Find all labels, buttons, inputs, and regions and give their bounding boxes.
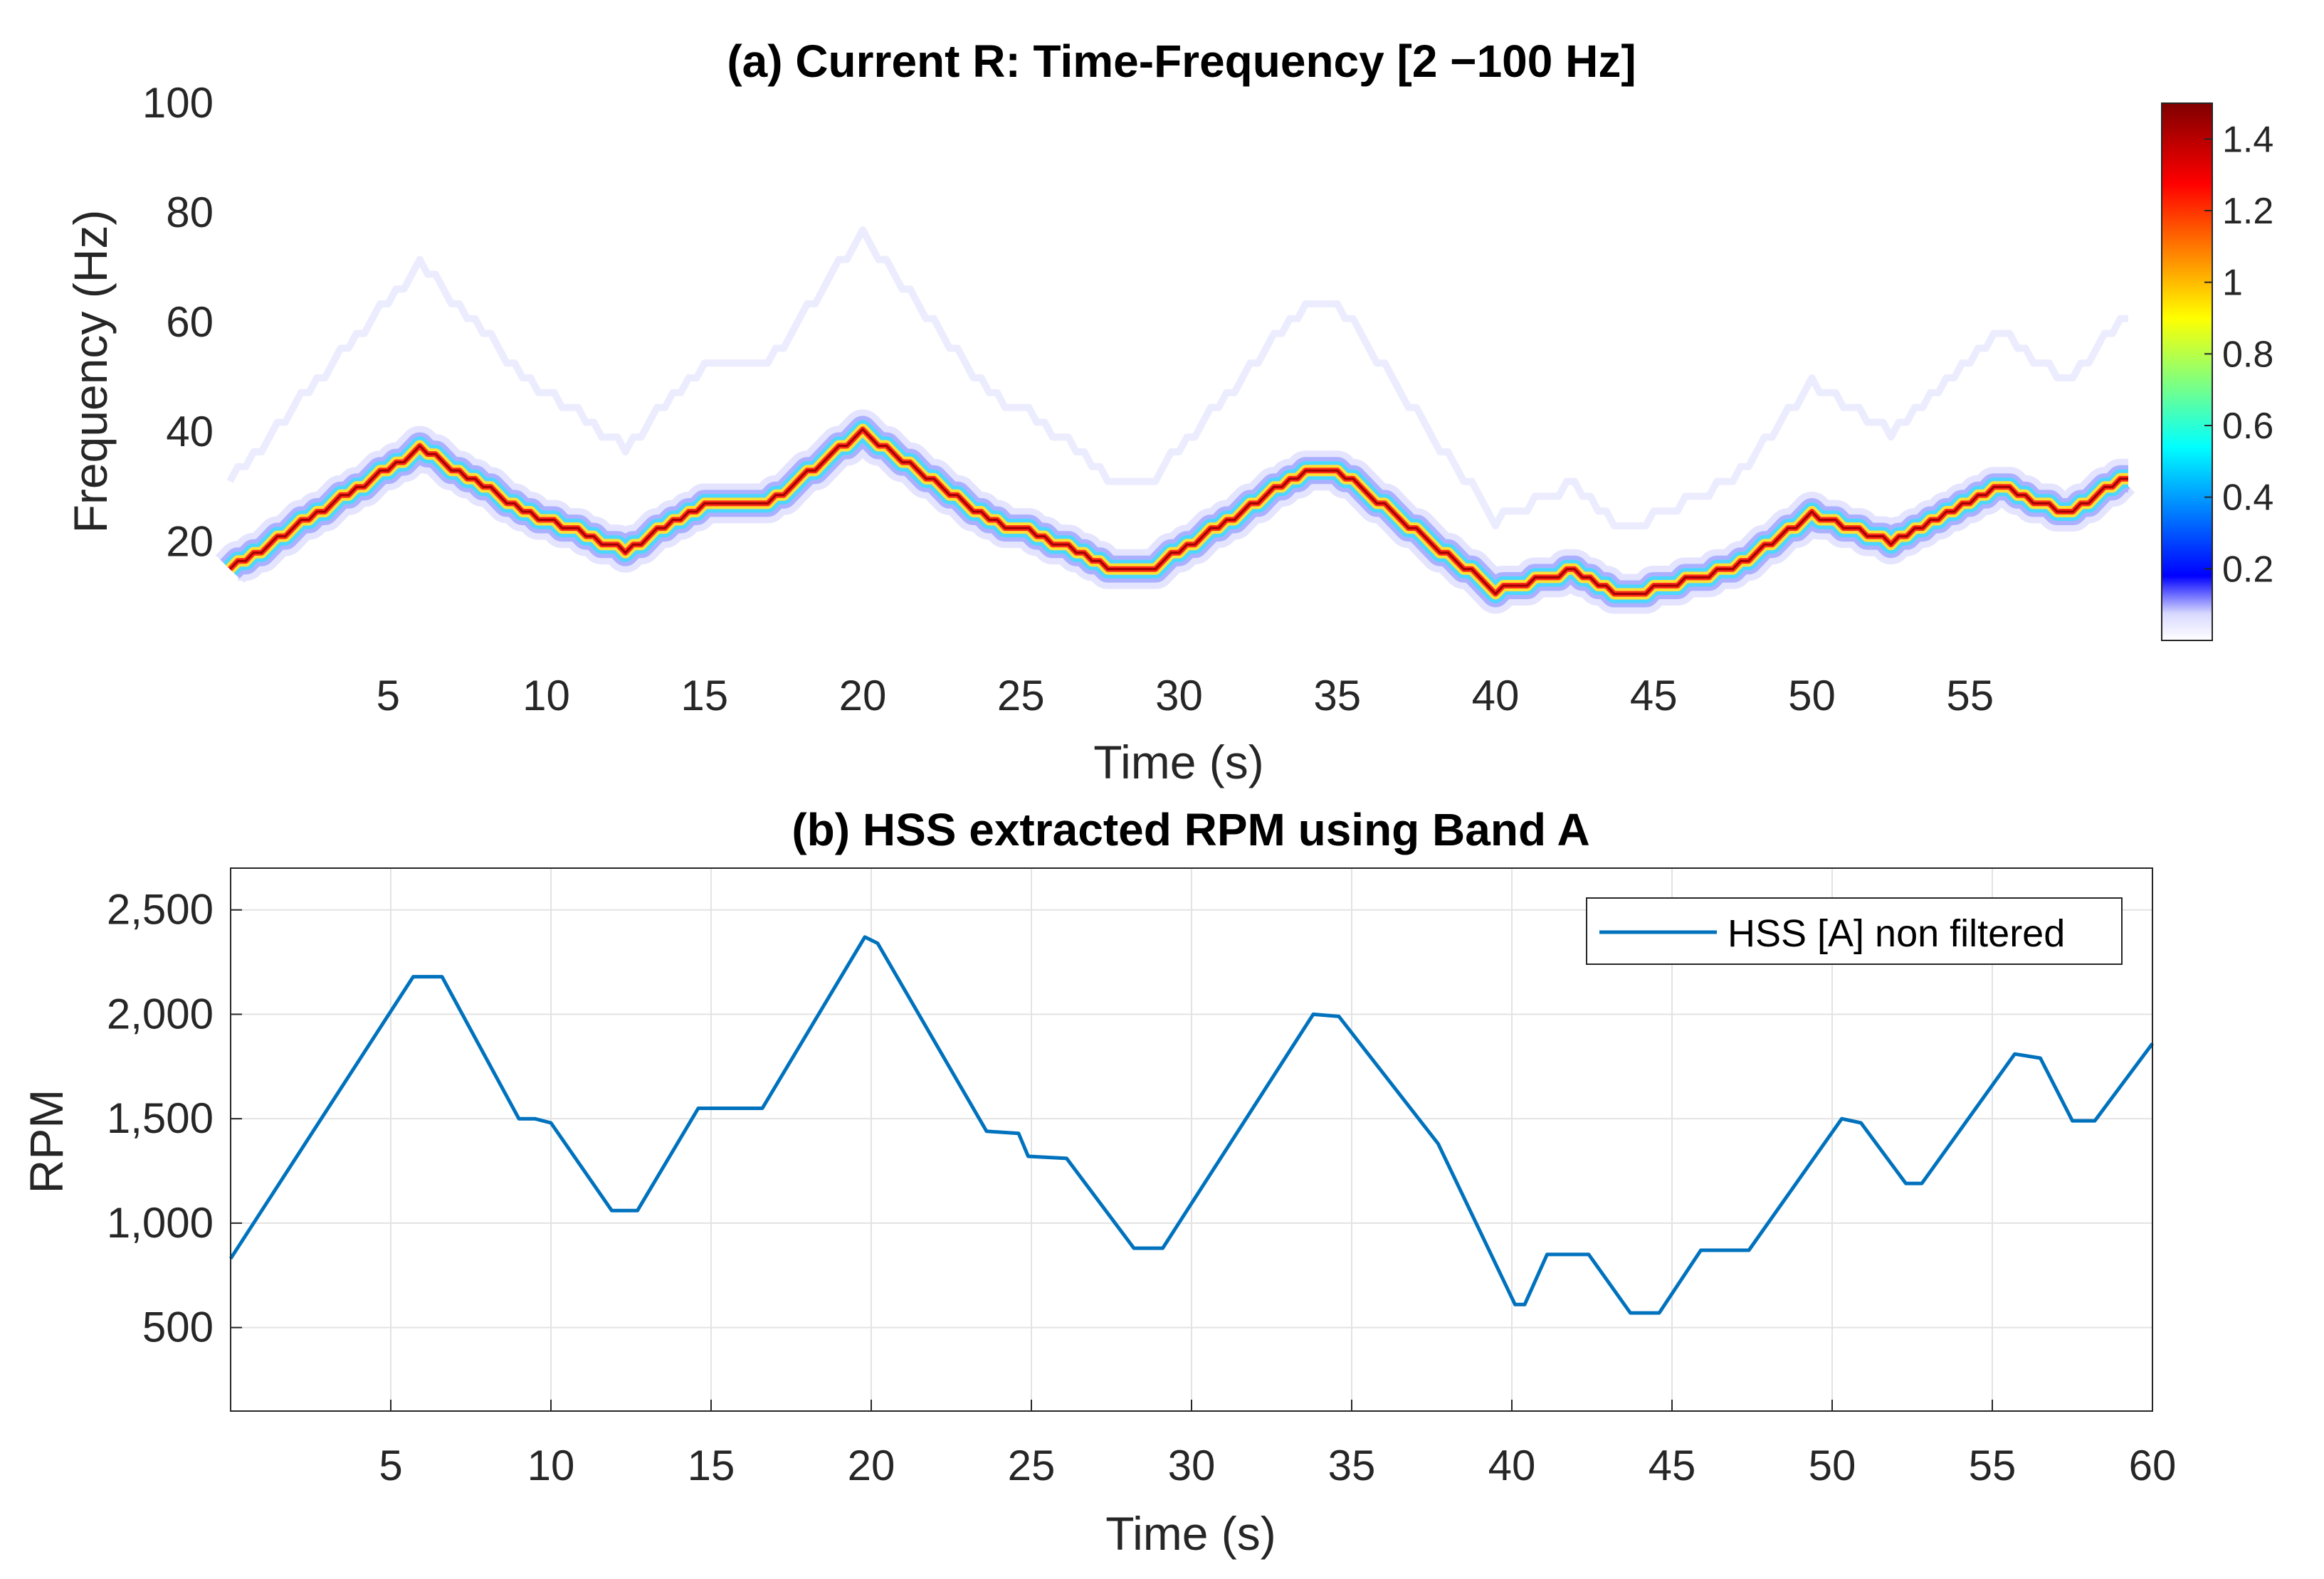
panel-a-y-tick-40: 40 [166,408,214,455]
panel-b-x-tick-5: 5 [379,1442,402,1489]
panel-a-x-tick-45: 45 [1630,672,1678,719]
panel-a-x-label: Time (s) [1093,736,1264,788]
colorbar-tick-0.4: 0.4 [2222,477,2273,519]
panel-b-x-tick-40: 40 [1488,1442,1536,1489]
panel-b-x-tick-30: 30 [1168,1442,1216,1489]
panel-a-x-tick-25: 25 [997,672,1045,719]
panel-b-x-label: Time (s) [1105,1507,1276,1560]
panel-b-y-tick-2500: 2,500 [107,886,214,934]
panel-b-x-tick-55: 55 [1969,1442,2017,1489]
series-line-hss-a [228,935,2155,1315]
panel-a-spectrogram: (a) Current R: Time-Frequency [2 −100 Hz… [64,36,2273,788]
panel-a-title: (a) Current R: Time-Frequency [2 −100 Hz… [727,36,1636,87]
panel-b-x-tick-50: 50 [1809,1442,1856,1489]
panel-a-x-tick-30: 30 [1155,672,1203,719]
panel-a-y-tick-labels: 20 40 60 80 100 [142,79,214,565]
panel-a-x-tick-35: 35 [1313,672,1361,719]
panel-a-x-tick-50: 50 [1788,672,1836,719]
colorbar-tick-0.8: 0.8 [2222,334,2273,375]
panel-a-x-tick-55: 55 [1946,672,1994,719]
panel-b-x-tick-15: 15 [688,1442,735,1489]
colorbar-tick-labels: 0.2 0.4 0.6 0.8 1 1.2 1.4 [2204,119,2273,590]
panel-b-y-tick-1500: 1,500 [107,1094,214,1142]
panel-a-y-tick-60: 60 [166,298,214,346]
panel-a-y-tick-80: 80 [166,189,214,236]
colorbar-gradient [2161,102,2213,641]
panel-b-rpm: (b) HSS extracted RPM using Band A 5 10 15… [20,804,2176,1560]
harmonic-ghost [226,226,2128,529]
colorbar-tick-0.6: 0.6 [2222,406,2273,447]
panel-b-y-tick-1000: 1,000 [107,1199,214,1247]
colorbar-tick-1.4: 1.4 [2222,119,2273,160]
panel-b-x-tick-60: 60 [2129,1442,2177,1489]
panel-b-axes-box [230,867,2153,1412]
colorbar-tick-1: 1 [2222,263,2243,304]
panel-b-x-tick-labels: 5 10 15 20 25 30 35 40 45 50 55 60 [379,1442,2176,1489]
panel-a-y-tick-20: 20 [166,517,214,565]
panel-b-y-label: RPM [20,1089,73,1194]
panel-a-x-tick-10: 10 [522,672,570,719]
panel-b-series [228,935,2155,1315]
colorbar: 0.2 0.4 0.6 0.8 1 1.2 1.4 [2161,102,2273,641]
panel-b-x-tick-45: 45 [1649,1442,1696,1489]
panel-b-x-tick-35: 35 [1328,1442,1376,1489]
legend-label: HSS [A] non filtered [1728,912,2065,955]
panel-b-y-tick-2000: 2,000 [107,990,214,1037]
legend: HSS [A] non filtered [1586,897,2123,965]
panel-a-x-tick-15: 15 [680,672,728,719]
panel-b-x-tick-25: 25 [1008,1442,1056,1489]
colorbar-tick-1.2: 1.2 [2222,191,2273,232]
panel-a-y-tick-100: 100 [142,79,214,127]
panel-b-y-tick-500: 500 [142,1304,214,1351]
panel-b-y-tick-labels: 500 1,000 1,500 2,000 2,500 [107,886,214,1351]
panel-a-x-tick-5: 5 [377,672,400,719]
panel-a-x-tick-20: 20 [839,672,887,719]
panel-a-x-tick-labels: 5 10 15 20 25 30 35 40 45 50 55 [377,672,1994,719]
spectrogram-heatmap [215,226,2140,614]
panel-b-x-tick-10: 10 [527,1442,575,1489]
ridge-core-dark [228,428,2128,595]
panel-b-x-tick-20: 20 [848,1442,895,1489]
colorbar-tick-0.2: 0.2 [2222,549,2273,590]
panel-a-x-tick-40: 40 [1472,672,1520,719]
panel-a-y-label: Frequency (Hz) [64,210,117,534]
panel-b-title: (b) HSS extracted RPM using Band A [792,804,1589,855]
